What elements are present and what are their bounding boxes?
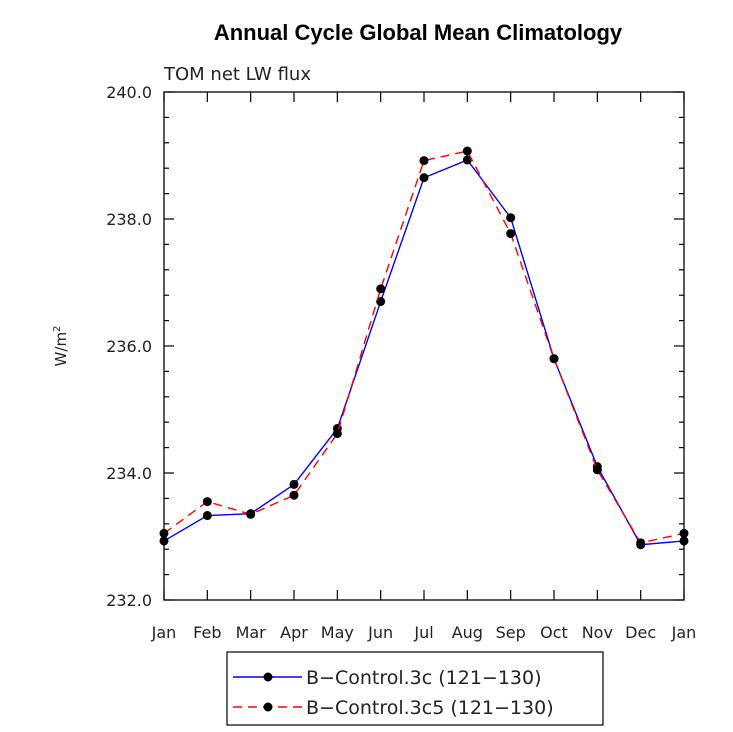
series-1-point	[506, 213, 516, 223]
series-2-point	[549, 354, 559, 364]
x-tick-label: Jun	[367, 623, 393, 642]
legend-marker-2	[263, 702, 273, 712]
x-tick-labels: Jan Feb Mar Apr May Jun Jul Aug Sep Oct Nov Dec Jan	[151, 623, 697, 642]
series-2-point	[462, 146, 472, 156]
series-2-point	[679, 528, 689, 538]
y-tick-label: 236.0	[106, 337, 152, 356]
series-2-point	[289, 490, 299, 500]
series-2-point	[332, 429, 342, 439]
series-2-point	[246, 509, 256, 519]
series-1-point	[419, 173, 429, 183]
x-tick-label: Feb	[193, 623, 221, 642]
series-1-point	[462, 155, 472, 165]
series-1-point	[202, 511, 212, 521]
y-axis-label-superscript: 2	[52, 326, 63, 332]
series-2-point	[506, 229, 516, 239]
y-axis-label-text: W/m	[52, 332, 70, 367]
x-tick-label: Jan	[671, 623, 697, 642]
x-tick-label: Dec	[625, 623, 656, 642]
y-tick-labels: 232.0 234.0 236.0 238.0 240.0	[106, 83, 152, 610]
x-tick-label: Jan	[151, 623, 177, 642]
x-tick-label: Aug	[452, 623, 483, 642]
y-axis-label: W/m2	[52, 326, 70, 367]
tick-marks	[163, 91, 685, 601]
chart-subtitle: TOM net LW flux	[163, 64, 311, 85]
y-tick-label: 238.0	[106, 210, 152, 229]
x-tick-label: Jul	[413, 623, 433, 642]
legend-marker-1	[263, 672, 273, 682]
series-2-point	[202, 497, 212, 507]
legend-box	[226, 651, 604, 726]
y-tick-label: 240.0	[106, 83, 152, 102]
series-1-point	[679, 536, 689, 546]
series-layer	[159, 146, 689, 550]
series-2-point	[159, 528, 169, 538]
x-tick-label: May	[321, 623, 354, 642]
series-line-1	[163, 159, 685, 546]
series-2-point	[592, 465, 602, 475]
x-tick-label: Oct	[540, 623, 568, 642]
series-2-point	[419, 156, 429, 166]
series-2-point	[636, 538, 646, 548]
legend: B−Control.3c (121−130) B−Control.3c5 (121…	[233, 667, 554, 719]
chart-title: Annual Cycle Global Mean Climatology	[214, 20, 623, 45]
x-tick-label: Sep	[496, 623, 526, 642]
x-tick-label: Mar	[236, 623, 267, 642]
series-1-point	[376, 297, 386, 307]
y-tick-label: 234.0	[106, 464, 152, 483]
series-1-point	[159, 536, 169, 546]
legend-label-2: B−Control.3c5 (121−130)	[306, 697, 554, 719]
series-1-point	[289, 479, 299, 489]
legend-label-1: B−Control.3c (121−130)	[306, 667, 542, 689]
x-tick-label: Apr	[280, 623, 308, 642]
series-line-2	[163, 150, 685, 544]
x-tick-label: Nov	[582, 623, 613, 642]
y-tick-label: 232.0	[106, 591, 152, 610]
plot-frame	[163, 91, 685, 601]
series-2-point	[376, 284, 386, 294]
